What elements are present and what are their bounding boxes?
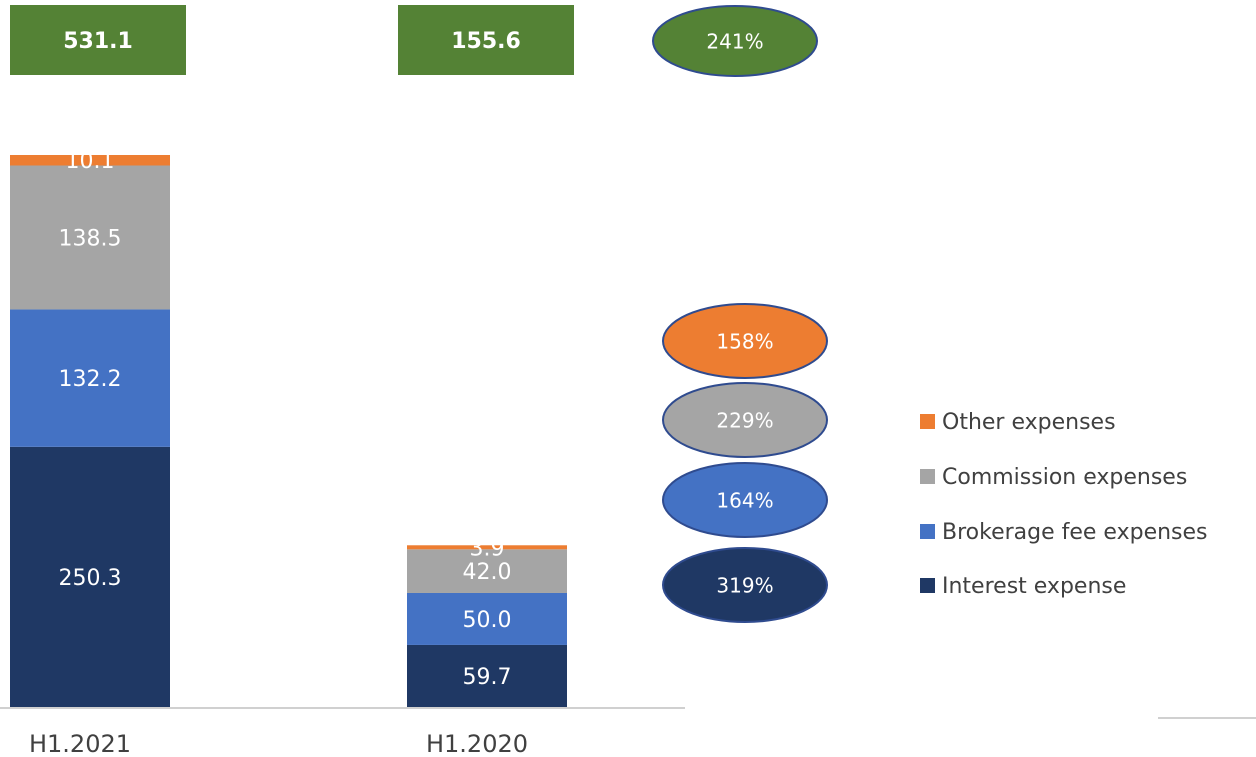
legend-swatch [920,414,935,429]
legend-label: Other expenses [942,410,1116,435]
legend-swatch [920,524,935,539]
value-label: 250.3 [59,566,122,591]
growth-ellipse [662,382,828,458]
growth-label: 164% [716,489,773,513]
growth-ellipse [662,462,828,538]
total-box [398,5,574,75]
bar-segment [407,545,567,550]
growth-label: 229% [716,409,773,433]
growth-label: 319% [716,574,773,598]
growth-ellipse [652,5,818,77]
value-label: 3.9 [470,536,505,561]
total-label: 531.1 [63,29,133,54]
x-tick-label: H1.2020 [426,730,528,757]
value-label: 59.7 [463,665,512,690]
value-label: 138.5 [59,226,122,251]
legend-label: Commission expenses [942,465,1187,490]
x-tick-label: H1.2021 [29,730,131,757]
value-label: 10.1 [66,149,115,174]
value-label: 42.0 [463,560,512,585]
growth-ellipse [662,303,828,379]
value-label: 132.2 [59,367,122,392]
bar-segment [10,446,170,707]
total-label: 155.6 [451,29,521,54]
legend-label: Interest expense [942,574,1126,599]
growth-ellipse [662,547,828,623]
growth-label: 158% [716,330,773,354]
bar-segment [407,644,567,707]
legend-swatch [920,578,935,593]
total-box [10,5,186,75]
bar-segment [10,309,170,447]
bar-segment [10,155,170,166]
legend-swatch [920,469,935,484]
bar-segment [407,592,567,645]
bar-segment [407,549,567,593]
bar-segment [10,165,170,310]
value-label: 50.0 [463,608,512,633]
growth-label: 241% [706,30,763,54]
legend-label: Brokerage fee expenses [942,520,1208,545]
